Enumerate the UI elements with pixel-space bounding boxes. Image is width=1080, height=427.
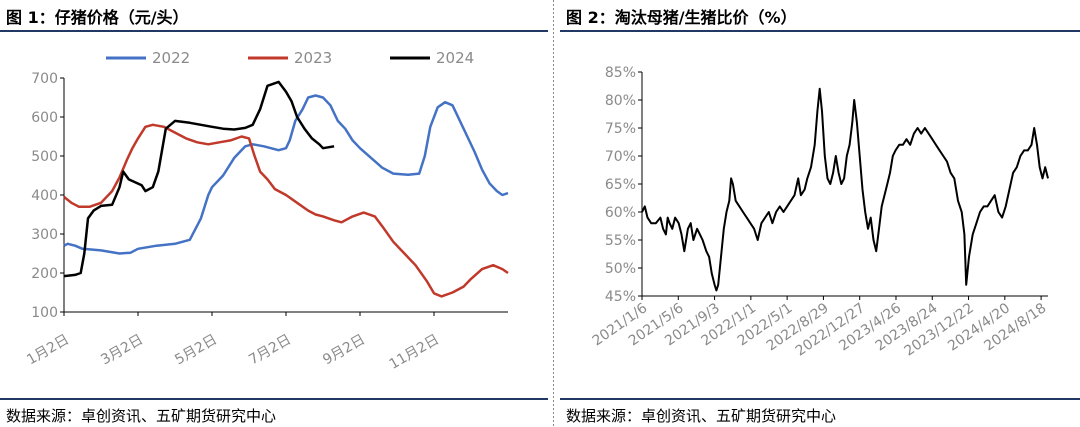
x-tick-label: 7月2日 xyxy=(246,332,294,369)
y-tick-label: 60% xyxy=(605,205,636,221)
series-line-2024 xyxy=(63,80,335,278)
x-tick-label: 3月2日 xyxy=(98,332,146,369)
y-tick-label: 500 xyxy=(31,149,58,165)
x-tick-label: 5月2日 xyxy=(172,332,220,369)
source-rule xyxy=(560,398,1080,400)
series-line-2023 xyxy=(63,123,509,298)
x-tick-label: 1月2日 xyxy=(24,332,72,369)
x-tick-label: 9月2日 xyxy=(320,332,368,369)
chart-title-sow-hog-ratio: 图 2：淘汰母猪/生猪比价（%） xyxy=(566,8,797,27)
y-tick-label: 45% xyxy=(605,289,636,305)
legend-label-2023: 2023 xyxy=(294,49,332,67)
legend-label-2024: 2024 xyxy=(436,49,474,67)
panel-piglet-price: 图 1：仔猪价格（元/头） 100 200 300 400 500 600 700 1月2日 3… xyxy=(0,8,548,425)
chart-sow-hog-ratio: 45%50%55%60%65%70%75%80%85%2021/1/62021/… xyxy=(590,65,1050,360)
y-tick-label: 50% xyxy=(605,261,636,277)
y-tick-label: 400 xyxy=(31,188,58,204)
source-note: 数据来源：卓创资讯、五矿期货研究中心 xyxy=(6,407,277,425)
y-tick-label: 600 xyxy=(31,110,58,126)
y-tick-label: 200 xyxy=(31,266,58,282)
y-tick-label: 80% xyxy=(605,93,636,109)
title-rule xyxy=(0,30,548,32)
y-tick-label: 65% xyxy=(605,177,636,193)
series-line-2022 xyxy=(63,94,509,255)
y-tick-label: 75% xyxy=(605,121,636,137)
y-tick-label: 700 xyxy=(31,71,58,87)
series-line-ratio xyxy=(641,87,1049,292)
panel-divider xyxy=(553,0,554,427)
y-tick-label: 85% xyxy=(605,65,636,81)
panel-sow-hog-ratio: 图 2：淘汰母猪/生猪比价（%） 45% 50% 55% 60% 65% 70% 75% 80… xyxy=(560,0,1080,427)
title-rule xyxy=(560,30,1080,32)
chart-title-piglet-price: 图 1：仔猪价格（元/头） xyxy=(6,8,189,27)
y-tick-label: 70% xyxy=(605,149,636,165)
y-tick-label: 55% xyxy=(605,233,636,249)
y-tick-label: 300 xyxy=(31,227,58,243)
source-rule xyxy=(0,398,548,400)
x-tick-label: 11月2日 xyxy=(387,332,442,373)
y-tick-label: 100 xyxy=(31,305,58,321)
chart-piglet-price: 100 200 300 400 500 600 700 1月2日 3月2日 5月2日 7月2日 9月2… xyxy=(24,49,509,373)
source-note: 数据来源：卓创资讯、五矿期货研究中心 xyxy=(566,407,837,425)
legend-label-2022: 2022 xyxy=(152,49,190,67)
